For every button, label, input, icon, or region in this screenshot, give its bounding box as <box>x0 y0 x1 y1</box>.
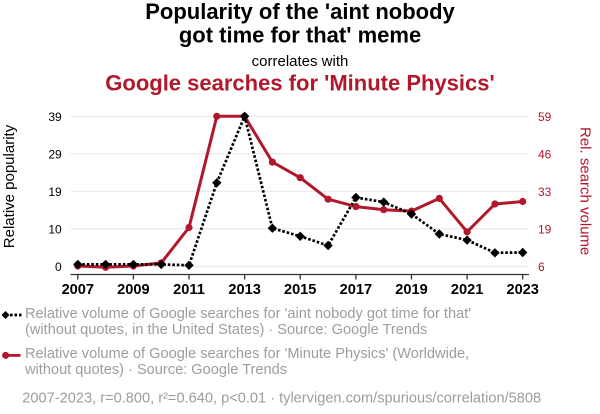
svg-text:(without quotes, in the United: (without quotes, in the United States) ·… <box>25 322 427 338</box>
svg-text:2007-2023, r=0.800, r²=0.640,: 2007-2023, r=0.800, r²=0.640, p<0.01 · t… <box>22 390 541 406</box>
svg-text:2023: 2023 <box>506 282 538 298</box>
svg-text:33: 33 <box>538 185 552 199</box>
svg-text:2017: 2017 <box>340 282 372 298</box>
svg-text:without quotes) · Source: Goog: without quotes) · Source: Google Trends <box>24 362 287 378</box>
svg-text:6: 6 <box>538 260 545 274</box>
svg-text:46: 46 <box>538 148 552 162</box>
svg-text:39: 39 <box>48 110 62 124</box>
svg-text:Relative volume of Google sear: Relative volume of Google searches for '… <box>25 346 469 362</box>
svg-text:2021: 2021 <box>451 282 483 298</box>
svg-text:got time for that' meme: got time for that' meme <box>179 23 421 48</box>
svg-text:10: 10 <box>48 223 62 237</box>
svg-text:0: 0 <box>55 260 62 274</box>
svg-text:2019: 2019 <box>395 282 427 298</box>
svg-text:2009: 2009 <box>117 282 149 298</box>
svg-text:Rel. search volume: Rel. search volume <box>577 127 594 255</box>
svg-text:2015: 2015 <box>284 282 316 298</box>
svg-text:correlates with: correlates with <box>252 53 349 70</box>
svg-text:Google searches for 'Minute Ph: Google searches for 'Minute Physics' <box>105 70 494 95</box>
svg-text:Relative popularity: Relative popularity <box>1 124 18 248</box>
svg-text:29: 29 <box>48 148 62 162</box>
svg-text:Relative volume of Google sear: Relative volume of Google searches for '… <box>25 306 471 322</box>
svg-text:2011: 2011 <box>173 282 205 298</box>
svg-text:19: 19 <box>48 185 62 199</box>
svg-text:2007: 2007 <box>62 282 94 298</box>
svg-text:Popularity of the 'aint nobody: Popularity of the 'aint nobody <box>145 0 455 24</box>
svg-text:2013: 2013 <box>228 282 260 298</box>
svg-text:59: 59 <box>538 110 552 124</box>
svg-text:19: 19 <box>538 223 552 237</box>
